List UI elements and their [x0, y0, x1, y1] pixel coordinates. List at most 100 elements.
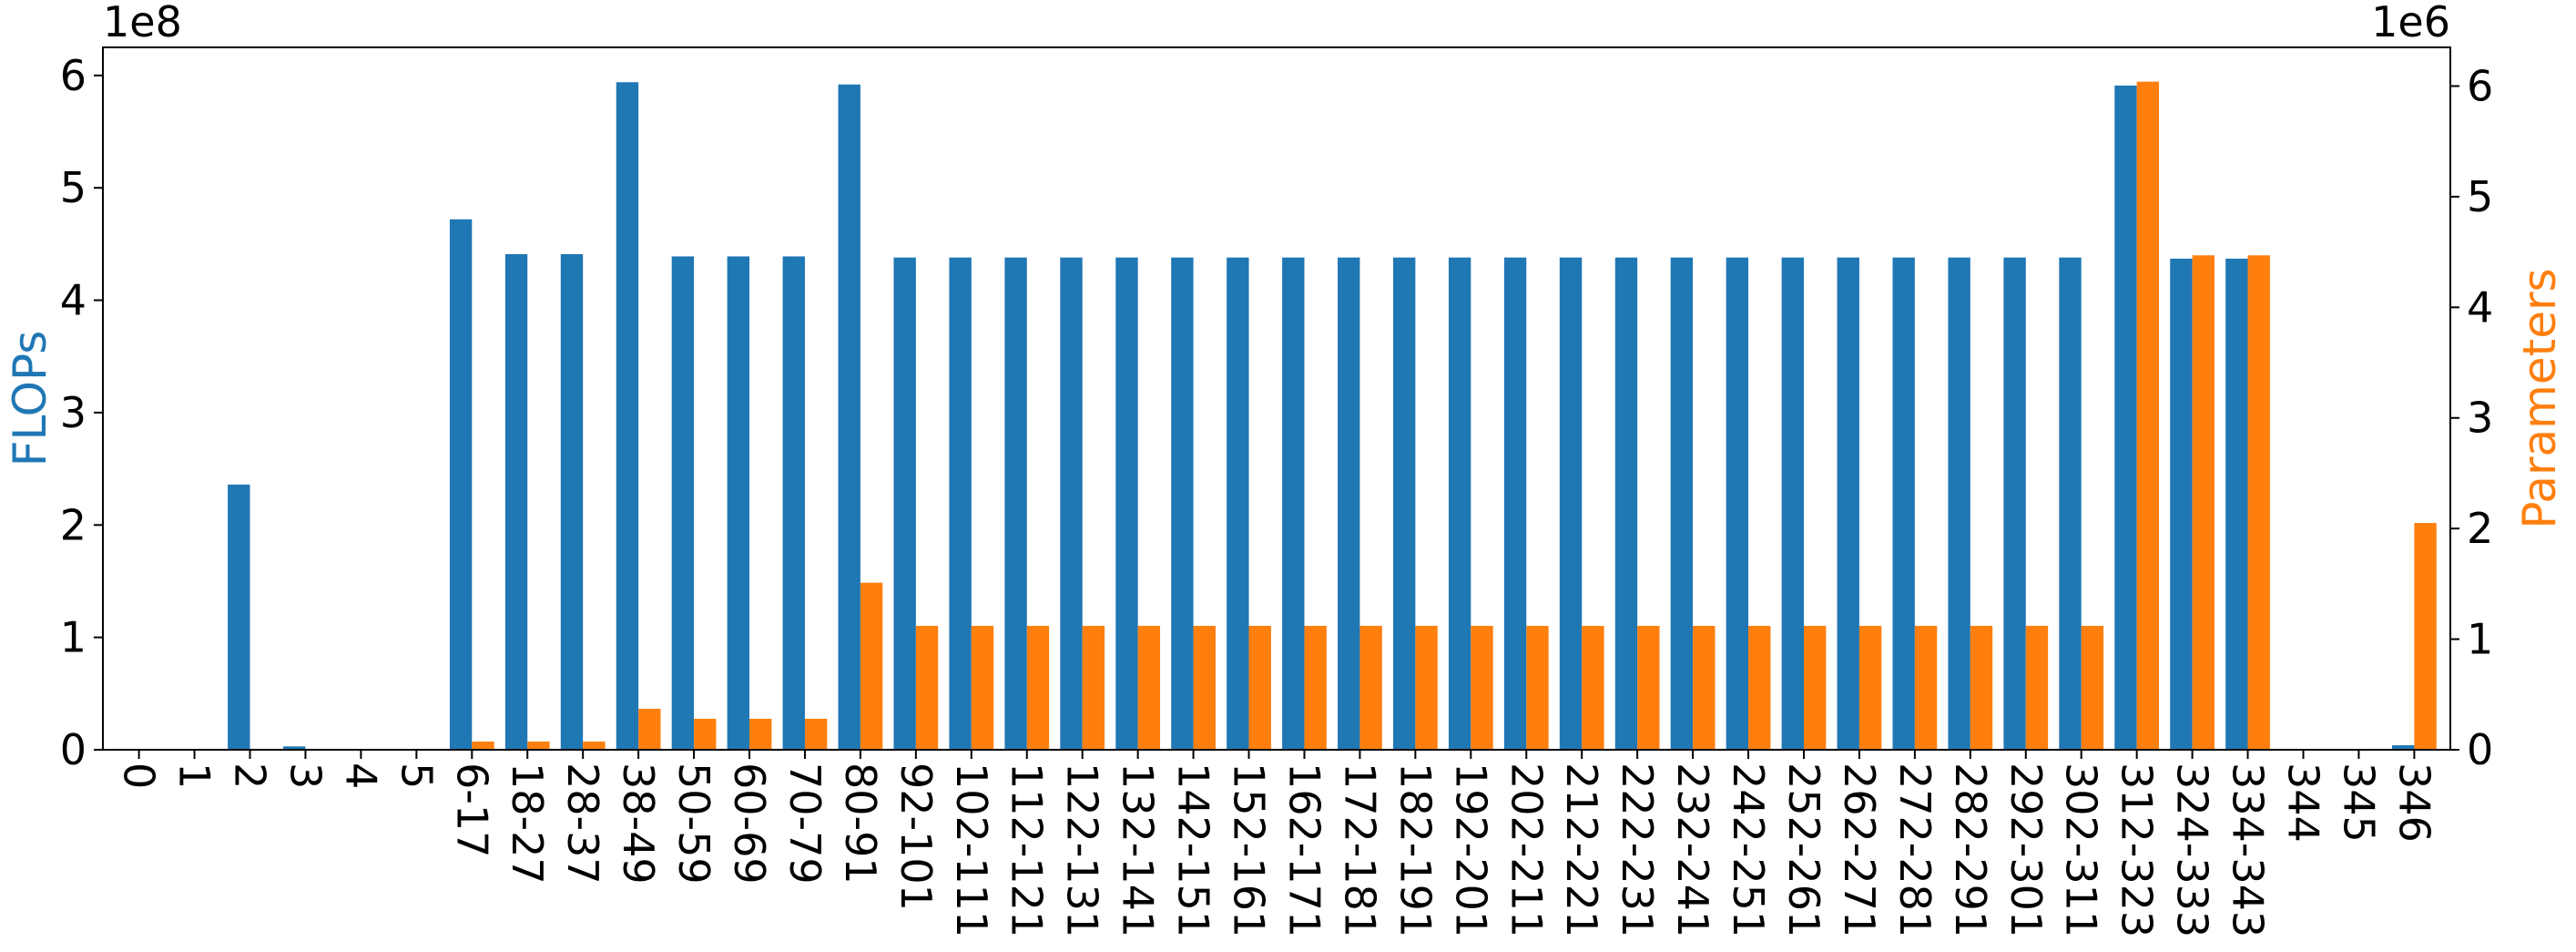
params-bar-202-211 [1526, 626, 1549, 750]
params-bar-222-231 [1637, 626, 1660, 750]
x-tick-label: 152-161 [1225, 763, 1274, 937]
x-tick-label: 252-261 [1779, 763, 1828, 937]
flops-bar-3 [283, 746, 306, 750]
flops-bar-18-27 [504, 253, 528, 751]
params-bar-60-69 [749, 719, 772, 750]
flops-bar-92-101 [893, 257, 916, 750]
x-tick-label: 4 [336, 763, 385, 789]
flops-bar-242-251 [1726, 257, 1749, 750]
flops-bar-334-343 [2225, 258, 2248, 750]
x-tick-label: 262-271 [1835, 763, 1884, 937]
params-bar-262-271 [1858, 626, 1882, 750]
plot-frame [102, 46, 2451, 751]
right-tick-label: 0 [2467, 725, 2493, 774]
params-bar-312-323 [2136, 81, 2160, 750]
x-tick-label: 344 [2278, 763, 2327, 843]
params-bar-18-27 [527, 742, 550, 750]
params-bar-132-141 [1137, 626, 1161, 750]
flops-bar-50-59 [671, 256, 695, 750]
flops-bar-142-151 [1171, 257, 1194, 750]
x-tick-label: 2 [226, 763, 275, 789]
right-tick-label: 3 [2467, 394, 2493, 443]
flops-bar-324-333 [2170, 258, 2193, 750]
x-tick-label: 0 [115, 763, 164, 789]
x-tick-label: 70-79 [780, 763, 830, 885]
x-tick-label: 345 [2334, 763, 2383, 843]
x-tick-label: 282-291 [1946, 763, 1995, 937]
x-axis-ticks: 0 1 2 3 4 5 6-17 18-27 28-37 38-49 50-59 60-69 70-79… [115, 750, 2439, 937]
x-tick-label: 162-171 [1279, 763, 1329, 937]
flops-bar-292-301 [2003, 257, 2026, 750]
params-bar-242-251 [1748, 626, 1771, 750]
flops-bar-222-231 [1614, 257, 1638, 750]
x-tick-label: 172-181 [1335, 763, 1384, 937]
params-bar-50-59 [694, 719, 717, 750]
x-tick-label: 102-111 [947, 763, 996, 937]
params-bar-212-221 [1582, 626, 1604, 750]
x-tick-label: 212-221 [1557, 763, 1606, 937]
params-bar-80-91 [860, 582, 883, 750]
x-tick-label: 132-141 [1114, 763, 1163, 937]
flops-bar-2 [228, 484, 250, 750]
x-tick-label: 242-251 [1724, 763, 1773, 937]
x-tick-label: 112-121 [1003, 763, 1052, 937]
flops-bar-122-131 [1060, 257, 1083, 750]
right-axis-multiplier: 1e6 [2371, 0, 2450, 46]
flops-bar-252-261 [1781, 257, 1804, 750]
flops-bar-346 [2392, 745, 2415, 750]
x-tick-label: 324-333 [2168, 763, 2217, 937]
left-tick-label: 2 [60, 500, 87, 549]
params-bar-28-37 [583, 742, 606, 750]
params-bar-232-241 [1693, 626, 1716, 750]
params-bar-6-17 [472, 742, 494, 750]
x-tick-label: 202-211 [1502, 763, 1551, 937]
params-bar-292-301 [2025, 626, 2049, 750]
x-tick-label: 142-151 [1169, 763, 1218, 937]
left-axis-ticks: 0 1 2 3 4 5 6 [60, 51, 103, 774]
right-tick-label: 1 [2467, 615, 2493, 664]
flops-bar-192-201 [1448, 257, 1471, 750]
right-tick-label: 2 [2467, 504, 2493, 553]
params-bar-272-281 [1914, 626, 1938, 750]
flops-bar-80-91 [838, 84, 860, 750]
x-tick-label: 292-301 [2001, 763, 2051, 937]
left-tick-label: 5 [60, 163, 87, 212]
params-bar-282-291 [1970, 626, 1993, 750]
x-tick-label: 222-231 [1613, 763, 1662, 937]
params-bar-192-201 [1471, 626, 1493, 750]
params-bar-162-171 [1304, 626, 1327, 750]
x-tick-label: 272-281 [1890, 763, 1940, 937]
left-tick-label: 4 [60, 276, 87, 325]
params-bar-38-49 [638, 709, 661, 750]
right-tick-label: 6 [2467, 61, 2493, 110]
flops-bar-162-171 [1282, 257, 1305, 750]
flops-bar-262-271 [1837, 257, 1859, 750]
x-tick-label: 38-49 [614, 763, 663, 885]
params-bar-122-131 [1082, 626, 1105, 750]
x-tick-label: 312-323 [2113, 763, 2162, 937]
left-tick-label: 0 [60, 725, 87, 774]
flops-bar-282-291 [1948, 257, 1970, 750]
params-bar-324-333 [2192, 255, 2215, 750]
left-tick-label: 3 [60, 388, 87, 437]
params-bar-182-191 [1415, 626, 1438, 750]
x-tick-label: 232-241 [1668, 763, 1717, 937]
params-bar-92-101 [915, 626, 939, 750]
left-axis-title: FLOPs [4, 331, 56, 467]
right-axis-title: Parameters [2513, 268, 2566, 528]
x-tick-label: 1 [170, 763, 219, 789]
flops-bar-38-49 [616, 82, 639, 751]
left-tick-label: 6 [60, 51, 87, 100]
flops-bar-28-37 [560, 253, 584, 751]
x-tick-label: 28-37 [558, 763, 607, 885]
flops-bar-202-211 [1503, 257, 1527, 750]
params-bar-172-181 [1359, 626, 1382, 750]
params-bar-102-111 [971, 626, 994, 750]
x-tick-label: 92-101 [891, 763, 941, 911]
left-tick-label: 1 [60, 613, 87, 662]
x-tick-label: 50-59 [669, 763, 718, 885]
x-tick-label: 334-343 [2224, 763, 2273, 937]
x-tick-label: 3 [280, 763, 330, 789]
params-bar-112-121 [1026, 626, 1050, 750]
